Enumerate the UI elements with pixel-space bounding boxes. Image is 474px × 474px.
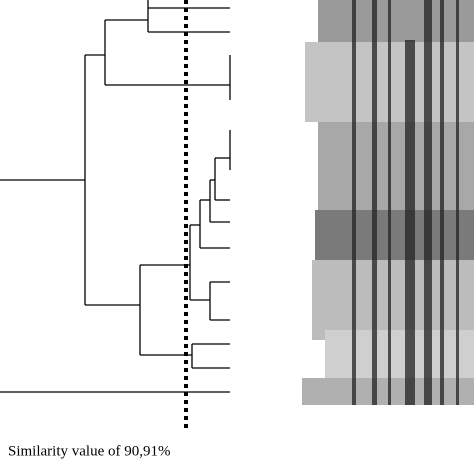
- caption: Similarity value of 90,91%: [8, 443, 170, 459]
- dendrogram: [0, 0, 231, 393]
- gel-image: [302, 0, 474, 405]
